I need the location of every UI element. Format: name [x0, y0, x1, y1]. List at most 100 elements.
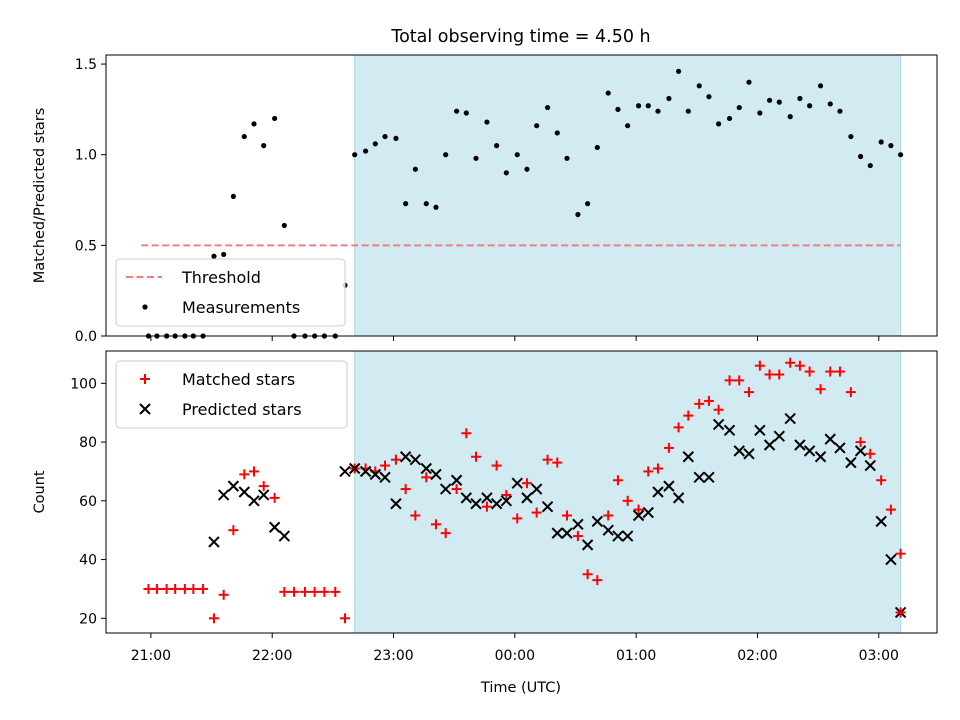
measurement-point — [281, 222, 287, 229]
measurement-point — [685, 108, 691, 114]
predicted-star-point-b — [450, 474, 463, 486]
predicted-star-point-b — [248, 495, 260, 507]
predicted-star-point — [278, 530, 291, 542]
predicted-star-point — [450, 474, 463, 486]
predicted-star-point-b — [481, 492, 493, 504]
predicted-star-point — [672, 492, 685, 504]
matched-star-point — [542, 454, 553, 465]
predicted-star-point-b — [693, 471, 705, 484]
chart-title: Total observing time = 4.50 h — [390, 27, 650, 47]
measurement-point — [736, 104, 742, 111]
predicted-star-point — [359, 465, 372, 478]
predicted-star-point-b — [632, 509, 645, 522]
predicted-star-point-b — [723, 424, 736, 437]
matched-star-point — [481, 501, 492, 512]
measurement-point — [221, 251, 227, 258]
predicted-star-point — [390, 498, 402, 510]
predicted-star-point-b — [217, 489, 230, 501]
matched-star-point — [309, 586, 320, 597]
matched-star-point — [239, 469, 250, 480]
predicted-star-point-b — [551, 527, 563, 539]
legend-threshold-label: Threshold — [181, 268, 261, 287]
predicted-star-point — [511, 477, 523, 489]
measurement-point — [423, 201, 429, 207]
matched-star-point — [249, 466, 260, 477]
measurement-point — [433, 204, 439, 210]
matched-star-point — [652, 463, 663, 474]
predicted-star-point-b — [591, 515, 604, 528]
matched-star-point — [713, 404, 724, 415]
predicted-star-point — [521, 492, 533, 504]
predicted-star-point-b — [541, 500, 554, 513]
measurement-point — [817, 83, 824, 89]
count-legend: Matched stars Predicted stars — [115, 360, 348, 429]
x-tick-label: 00:00 — [495, 648, 535, 664]
predicted-star-point — [642, 506, 654, 519]
predicted-star-point — [399, 451, 412, 463]
matched-star-point — [633, 504, 644, 515]
predicted-star-point-b — [885, 553, 897, 566]
measurement-point — [615, 106, 621, 112]
measurement-point — [211, 253, 217, 259]
matched-star-point — [572, 531, 583, 542]
matched-star-point — [663, 442, 674, 453]
predicted-star-point-b — [379, 471, 391, 484]
measurement-point — [443, 152, 449, 158]
matched-star-point — [673, 422, 684, 433]
matched-star-point — [430, 519, 441, 530]
measurement-point — [241, 133, 247, 140]
predicted-star-point-b — [814, 451, 827, 463]
measurement-point — [867, 162, 873, 169]
predicted-star-point-b — [530, 483, 543, 495]
predicted-star-point-b — [703, 471, 715, 484]
count-axes-frame — [105, 350, 938, 634]
matched-star-point — [258, 481, 269, 492]
matched-star-point — [603, 510, 614, 521]
predicted-star-point-b — [369, 468, 382, 481]
predicted-star-point-b — [864, 459, 876, 472]
measurement-point — [534, 123, 540, 129]
predicted-star-point-b — [208, 536, 220, 548]
predicted-star-point-b — [663, 480, 675, 492]
predicted-star-point — [460, 492, 473, 504]
matched-star-point — [151, 583, 162, 594]
predicted-star-point — [470, 498, 482, 510]
x-tick-label: 21:00 — [131, 648, 171, 664]
predicted-star-point — [430, 468, 442, 481]
matched-star-point — [804, 366, 815, 377]
predicted-star-point-b — [854, 445, 867, 457]
matched-star-point — [754, 360, 765, 371]
predicted-star-point-b — [743, 448, 755, 460]
measurement-point — [494, 143, 500, 149]
predicted-star-point — [612, 530, 624, 542]
measurement-point — [272, 115, 278, 122]
matched-star-point — [269, 492, 280, 503]
predicted-star-point — [712, 418, 725, 431]
count-y-tick-label: 100 — [70, 376, 97, 392]
x-axis-label: Time (UTC) — [480, 680, 561, 696]
predicted-star-point — [814, 451, 827, 463]
legend-predicted-label: Predicted stars — [182, 400, 302, 419]
x-tick-label: 01:00 — [616, 648, 656, 664]
x-tick-label: 23:00 — [373, 648, 413, 664]
predicted-star-point-b — [784, 412, 796, 425]
measurement-point — [575, 211, 581, 218]
ratio-y-tick-label: 1.5 — [75, 57, 97, 73]
matched-star-point — [582, 569, 593, 580]
measurement-point — [453, 108, 460, 114]
predicted-star-point-b — [339, 465, 351, 478]
measurement-point — [463, 110, 469, 116]
measurement-point — [696, 83, 702, 89]
matched-star-point — [179, 583, 190, 594]
predicted-star-point — [803, 445, 816, 457]
predicted-star-point-b — [490, 498, 503, 510]
predicted-star-point-b — [754, 424, 766, 437]
predicted-star-point — [591, 515, 604, 528]
predicted-star-point — [682, 451, 695, 463]
matched-star-point — [521, 478, 532, 489]
measurement-point — [716, 121, 722, 127]
matched-star-point — [299, 586, 310, 597]
predicted-star-point — [348, 462, 361, 475]
matched-star-point — [188, 583, 199, 594]
